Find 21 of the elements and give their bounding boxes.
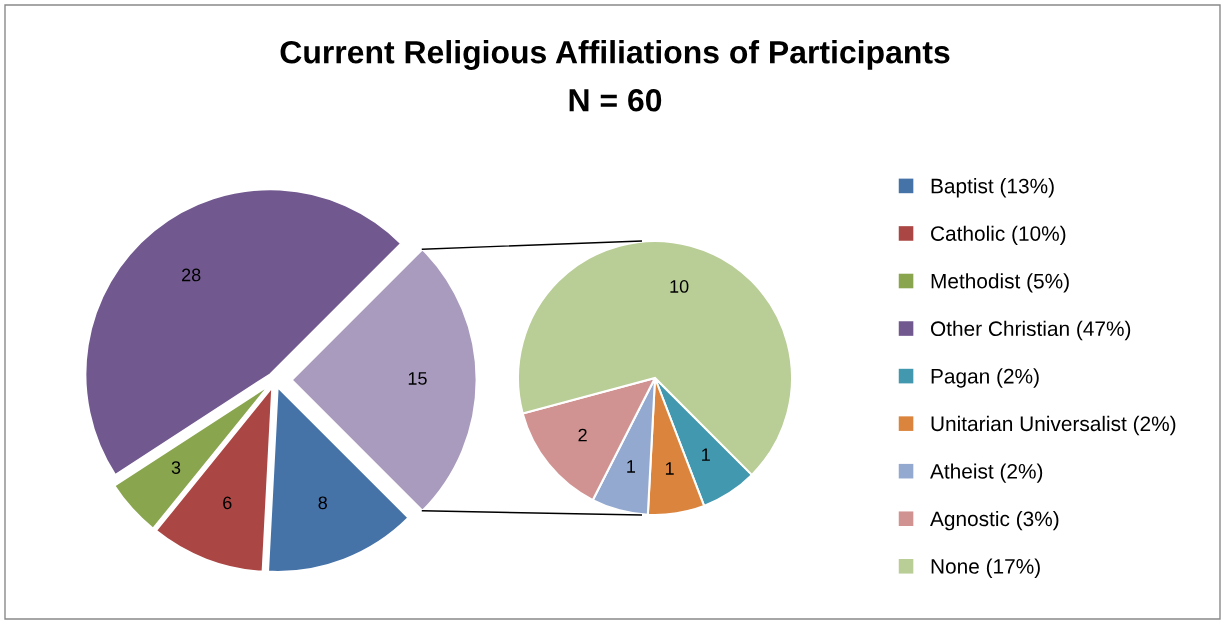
data-label: 2	[578, 428, 587, 442]
legend-label: Agnostic (3%)	[930, 510, 1059, 531]
data-label: 1	[627, 460, 636, 473]
legend-label: Pagan (2%)	[931, 368, 1039, 388]
data-label: 15	[408, 372, 427, 385]
legend-label: Methodist (5%)	[931, 273, 1069, 293]
data-label: 28	[182, 268, 201, 282]
legend-label: Atheist (2%)	[930, 463, 1043, 483]
data-label: 1	[665, 462, 674, 475]
legend-label: Other Christian (47%)	[930, 320, 1131, 341]
data-label: 10	[670, 280, 689, 293]
chart-subtitle: N = 60	[569, 88, 662, 112]
legend-label: Unitarian Universalist (2%)	[931, 415, 1176, 436]
legend-label: Baptist (13%)	[931, 178, 1054, 198]
data-label: 6	[223, 496, 232, 510]
data-label: 1	[702, 448, 710, 461]
legend-label: Catholic (10%)	[931, 225, 1066, 246]
data-label: 8	[318, 496, 327, 510]
data-label: 3	[171, 461, 181, 474]
legend-label: None (17%)	[931, 558, 1040, 578]
chart-title: Current Religious Affiliations of Participants	[280, 40, 950, 70]
